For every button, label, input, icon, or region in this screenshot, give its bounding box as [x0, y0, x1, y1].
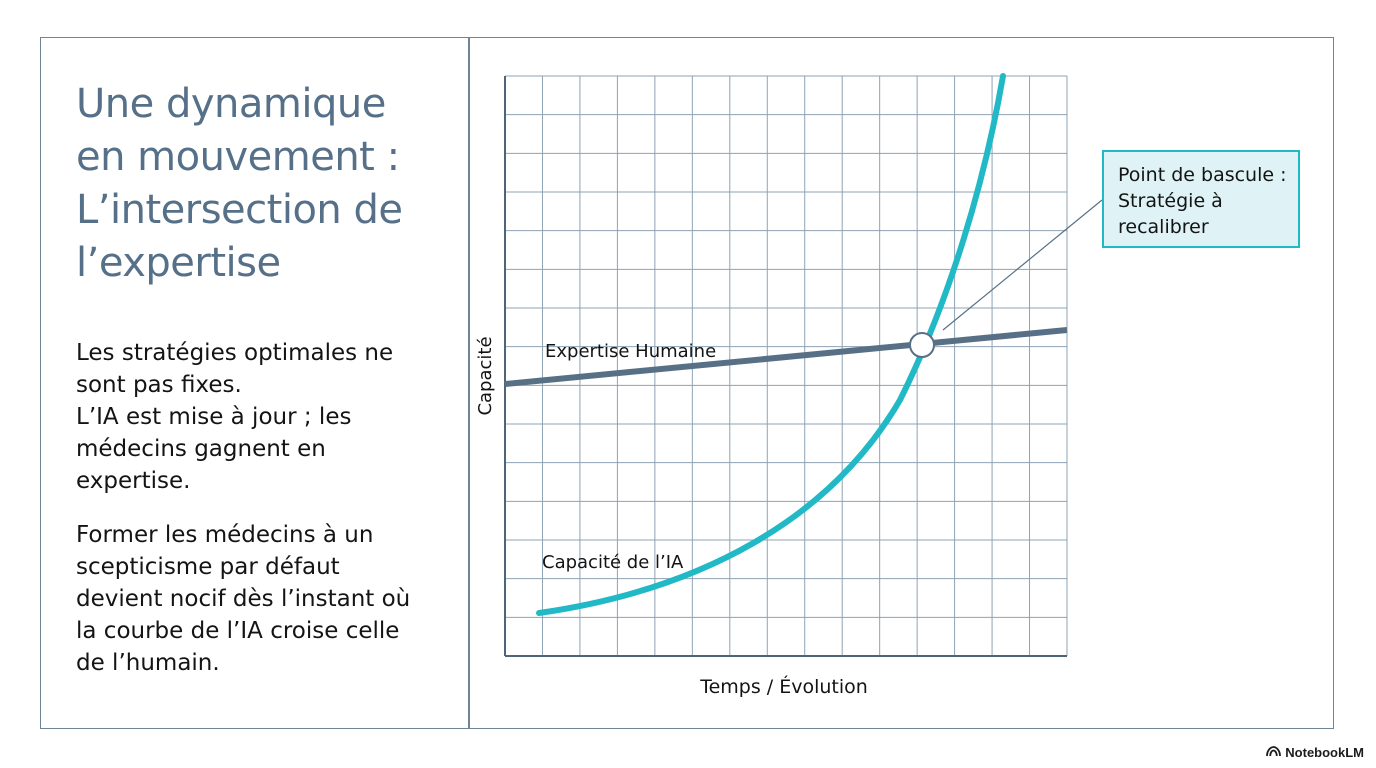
intersection-marker — [909, 332, 935, 358]
slide-frame — [40, 37, 1334, 729]
paragraph-line: la courbe de l’IA croise celle — [76, 618, 400, 644]
title-line: l’expertise — [76, 240, 281, 286]
paragraph-line: médecins gagnent en — [76, 436, 326, 462]
title-line: Une dynamique — [76, 81, 386, 127]
paragraph-line: Les stratégies optimales ne — [76, 340, 394, 366]
callout-line: Stratégie à — [1118, 190, 1223, 212]
paragraph-line: Former les médecins à un — [76, 522, 374, 548]
x-axis-label: Temps / Évolution — [699, 675, 868, 698]
title-line: en mouvement : — [76, 134, 400, 180]
human-expertise-line — [504, 327, 1068, 387]
diagram-grid — [505, 75, 1068, 656]
ai-capability-label: Capacité de l’IA — [542, 552, 684, 573]
paragraph-line: devient nocif dès l’instant où — [76, 586, 411, 612]
notebooklm-brand: NotebookLM — [1266, 745, 1364, 760]
panel-divider — [468, 37, 470, 729]
callout-line: Point de bascule : — [1118, 164, 1287, 186]
tipping-point-callout: Point de bascule : Stratégie à recalibre… — [1102, 150, 1300, 248]
paragraph-line: sont pas fixes. — [76, 372, 242, 398]
title-block: Une dynamique en mouvement : L’intersect… — [76, 78, 446, 290]
paragraph-line: de l’humain. — [76, 650, 220, 676]
paragraph-strategies: Les stratégies optimales ne sont pas fix… — [76, 337, 446, 497]
callout-leader-line — [942, 199, 1103, 331]
brand-name: NotebookLM — [1285, 745, 1364, 760]
title-line: L’intersection de — [76, 187, 403, 233]
paragraph-line: L’IA est mise à jour ; les — [76, 404, 352, 430]
human-expertise-label: Expertise Humaine — [545, 341, 716, 362]
y-axis-label: Capacité — [475, 336, 496, 415]
ai-capability-curve — [536, 73, 1006, 616]
paragraph-skepticism: Former les médecins à un scepticisme par… — [76, 519, 446, 679]
callout-line: recalibrer — [1118, 216, 1209, 238]
notebooklm-logo-icon — [1266, 745, 1282, 760]
slide-title: Une dynamique en mouvement : L’intersect… — [76, 78, 446, 290]
paragraph-line: scepticisme par défaut — [76, 554, 340, 580]
paragraph-line: expertise. — [76, 468, 191, 494]
